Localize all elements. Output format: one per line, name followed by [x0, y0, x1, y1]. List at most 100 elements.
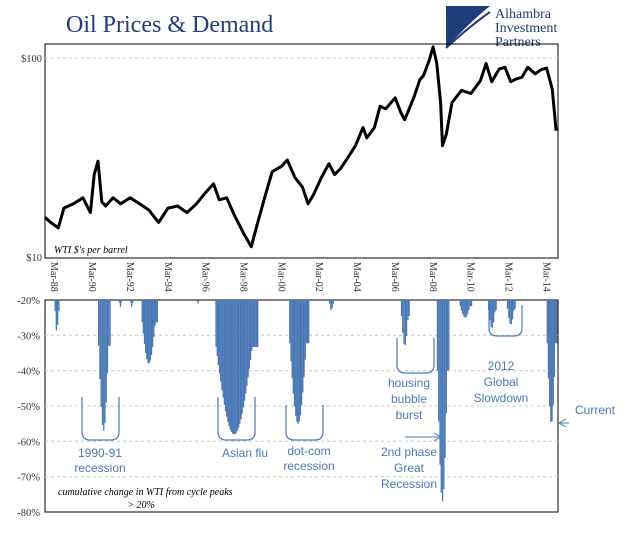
drawdown-bar	[440, 300, 442, 493]
drawdown-bar	[148, 300, 150, 364]
annotation-dotcom-line1: dot-com	[287, 444, 330, 458]
drawdown-bar	[246, 300, 248, 386]
chart-title: Oil Prices & Demand	[66, 12, 273, 38]
drawdown-bar	[242, 300, 244, 408]
drawdown-bar	[100, 300, 102, 407]
annotation-2012-line1: 2012	[488, 359, 515, 373]
x-tick-label: Mar-08	[427, 262, 438, 292]
drawdown-bar	[248, 300, 250, 369]
drawdown-bar	[408, 300, 410, 317]
drawdown-bar	[224, 300, 227, 412]
drawdown-bar	[132, 300, 134, 303]
annotation-housing-line2: bubble	[391, 392, 427, 406]
drawdown-bar	[488, 300, 490, 310]
x-tick-label: Mar-96	[200, 262, 211, 292]
drawdown-bar	[328, 300, 331, 304]
drawdown-bar	[331, 300, 333, 309]
drawdown-bar	[462, 300, 464, 315]
drawdown-bar	[226, 300, 228, 417]
drawdown-bar	[142, 300, 144, 334]
drawdown-bar	[305, 300, 308, 344]
drawdown-bar	[446, 300, 449, 371]
drawdown-bar	[145, 300, 147, 353]
annotation-1990-91-line2: recession	[74, 461, 125, 475]
drawdown-bar	[257, 300, 259, 347]
drawdown-bar	[546, 300, 548, 344]
drawdown-bar	[489, 300, 491, 321]
bracket-1990-91	[81, 397, 120, 441]
drawdown-bar	[234, 300, 236, 434]
bracket-asian-flu	[217, 397, 256, 441]
drawdown-y-tick: -30%	[17, 331, 40, 342]
drawdown-bar	[218, 300, 221, 374]
drawdown-bar	[119, 300, 122, 307]
alhambra-logo: Alhambra Investment Partners	[445, 6, 557, 50]
drawdown-bar	[109, 300, 111, 346]
drawdown-note-line1: cumulative change in WTI from cycle peak…	[58, 487, 233, 498]
drawdown-bar	[550, 300, 552, 422]
drawdown-bar	[292, 300, 294, 394]
drawdown-bar	[131, 300, 133, 307]
drawdown-bar	[441, 300, 444, 502]
drawdown-bar	[298, 300, 300, 422]
x-tick-label: Mar-10	[465, 262, 476, 292]
x-tick-label: Mar-06	[389, 262, 400, 292]
drawdown-bar	[197, 300, 199, 304]
x-tick-label: Mar-98	[238, 262, 249, 292]
drawdown-bar	[120, 300, 122, 303]
drawdown-bar	[495, 300, 497, 310]
annotation-2nd-phase-line3: Recession	[381, 477, 437, 491]
drawdown-bar	[99, 300, 101, 379]
drawdown-bar	[150, 300, 153, 356]
drawdown-y-tick: -40%	[17, 367, 40, 378]
drawdown-bar	[552, 300, 554, 406]
drawdown-bar	[463, 300, 465, 317]
drawdown-bar	[155, 300, 157, 323]
x-tick-label: Mar-94	[162, 262, 173, 292]
bracket-dot-com	[285, 405, 324, 441]
drawdown-bar	[439, 300, 441, 465]
drawdown-bar	[238, 300, 240, 428]
drawdown-bar	[216, 300, 218, 356]
drawdown-bar	[141, 300, 143, 323]
brand-line-3: Partners	[495, 35, 541, 50]
drawdown-y-tick: -50%	[17, 402, 40, 413]
drawdown-bar	[243, 300, 246, 401]
drawdown-y-tick: -70%	[17, 473, 40, 484]
drawdown-bar	[443, 300, 445, 490]
annotation-asian-flu: Asian flu	[222, 446, 268, 460]
drawdown-bar	[402, 300, 404, 333]
drawdown-bar	[470, 300, 473, 307]
drawdown-bar	[468, 300, 470, 310]
drawdown-bar	[130, 300, 132, 303]
drawdown-bar	[465, 300, 468, 317]
x-tick-label: Mar-88	[48, 262, 59, 292]
drawdown-bar	[464, 300, 466, 318]
drawdown-bar	[232, 300, 234, 434]
drawdown-y-tick: -60%	[17, 437, 40, 448]
brand-line-2: Investment	[495, 21, 557, 36]
drawdown-y-tick: -20%	[17, 296, 40, 307]
drawdown-bar	[297, 300, 299, 424]
drawdown-bar	[105, 300, 107, 403]
price-panel-frame	[44, 43, 559, 259]
brand-line-1: Alhambra	[495, 7, 552, 22]
drawdown-bar	[291, 300, 293, 379]
drawdown-bar	[330, 300, 332, 311]
drawdown-bar	[514, 300, 516, 309]
annotation-dotcom-line2: recession	[283, 459, 334, 473]
annotation-current: Current	[575, 403, 616, 417]
drawdown-bar	[404, 300, 406, 346]
drawdown-bar	[55, 300, 57, 331]
drawdown-bar	[549, 300, 551, 407]
drawdown-bar	[509, 300, 511, 324]
drawdown-bar	[223, 300, 225, 405]
drawdown-bar	[444, 300, 446, 459]
drawdown-bar	[98, 300, 100, 346]
bracket-housing	[396, 338, 435, 374]
annotation-housing-line3: burst	[396, 408, 423, 422]
x-tick-labels: Mar-88 Mar-90 Mar-92 Mar-94 Mar-96 Mar-98 Mar-…	[48, 262, 551, 292]
drawdown-bar	[448, 300, 450, 371]
drawdown-note-line2: > 20%	[127, 500, 155, 511]
